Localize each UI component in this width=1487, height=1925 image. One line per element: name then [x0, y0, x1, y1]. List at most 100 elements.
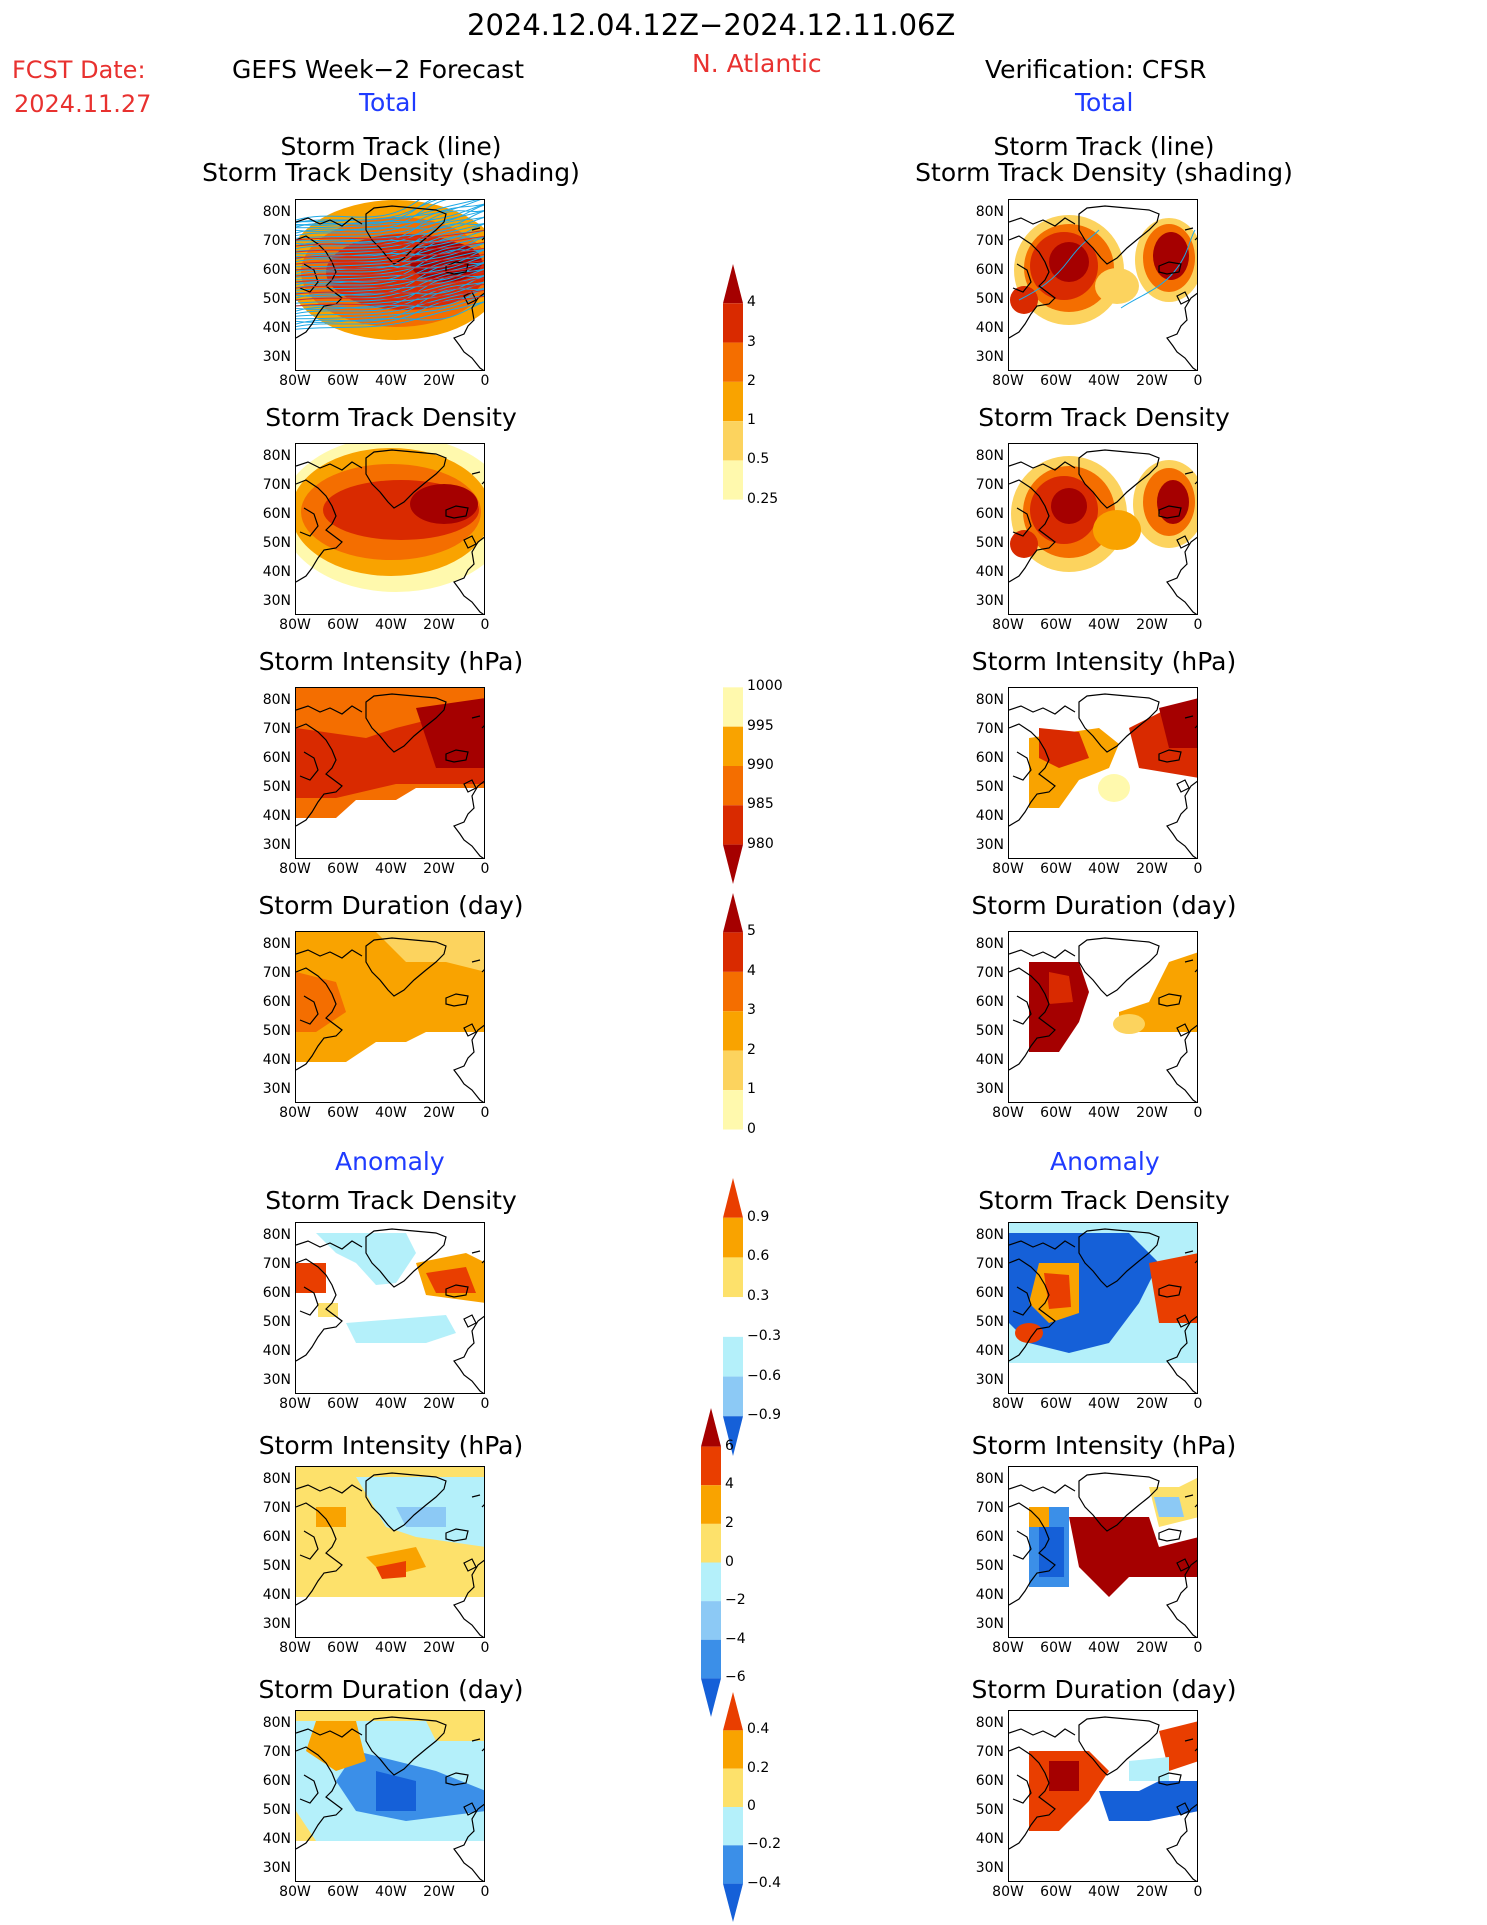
map-left-density-svg: [296, 444, 484, 614]
map-right-track-lon-label: 40W: [1088, 373, 1120, 389]
colorbar-density-swatch-0: [723, 264, 743, 304]
map-left-track-lat-label: 70N: [262, 233, 291, 249]
map-left-duration-anom-lon-label: 60W: [327, 1884, 359, 1900]
forecast-period: 2024.12.04.12Z−2024.12.11.06Z: [467, 8, 956, 42]
map-left-intensity-lon-label: 80W: [279, 861, 311, 877]
map-right-duration-coastline-2: [1009, 949, 1076, 959]
map-left-density-anom-lat-label: 70N: [262, 1256, 291, 1272]
map-left-duration-anom-coastline-3: [299, 1774, 319, 1804]
colorbar-intensity-anom-swatch-6: [701, 1639, 721, 1679]
map-left-track-redtrack-10: [296, 289, 484, 301]
map-right-intensity-anom-coastline-0: [1078, 1472, 1160, 1532]
map-left-density-anom-field-1: [346, 1315, 456, 1343]
panel2-left-title: Storm Track Density: [265, 403, 517, 432]
map-left-intensity-lat-label: 50N: [262, 779, 291, 795]
map-left-duration-lat-label: 50N: [262, 1023, 291, 1039]
map-left-density-anom-lat-label: 40N: [262, 1343, 291, 1359]
colorbar-density-swatch-5: [723, 460, 743, 500]
colorbar-duration-label: 4: [747, 962, 756, 979]
colorbar-duration-anom-swatch-5: [723, 1883, 743, 1922]
colorbar-intensity-anom-label: 0: [725, 1553, 734, 1570]
map-left-density-anom: [295, 1222, 485, 1394]
colorbar-intensity-swatch-4: [723, 805, 743, 845]
colorbar-density-anom-swatch-6: [723, 1416, 743, 1456]
map-right-intensity-coastline-3: [1012, 751, 1032, 781]
map-right-density-coastline-4: [1166, 536, 1197, 614]
colorbar-intensity-anom-label: −2: [725, 1592, 746, 1609]
colorbar-density-label: 0.5: [747, 451, 770, 468]
map-right-intensity-lat-label: 40N: [975, 808, 1004, 824]
map-right-density-anom-lat-label: 60N: [975, 1285, 1004, 1301]
colorbar-density-anom-label: 0.9: [747, 1208, 770, 1225]
map-right-duration-anom-lat-label: 50N: [975, 1802, 1004, 1818]
colorbar-duration-anom-label: 0.2: [747, 1759, 770, 1776]
map-left-duration-field-1: [376, 932, 484, 972]
map-right-intensity-anom-field-2: [1069, 1517, 1197, 1597]
map-right-duration-lat-label: 80N: [975, 936, 1004, 952]
map-right-density-anom-coastline-3: [1012, 1286, 1032, 1316]
map-left-density-anom-coastline-5: [463, 1314, 477, 1328]
map-right-duration-anom-coastline-4: [1166, 1803, 1197, 1881]
map-left-intensity-field-2: [416, 698, 484, 768]
map-left-density-anom-lon-label: 60W: [327, 1396, 359, 1412]
map-right-track-lat-label: 60N: [975, 262, 1004, 278]
colorbar-intensity-anom-swatch-3: [701, 1523, 721, 1563]
map-left-density-field-4: [410, 484, 478, 524]
map-right-track-coastline-7: [1184, 227, 1197, 241]
map-left-density-anom-coastline-6: [445, 1284, 469, 1298]
map-left-duration-lat-label: 40N: [262, 1052, 291, 1068]
map-left-intensity-anom-coastline-0: [365, 1472, 447, 1532]
colorbar-duration-label: 2: [747, 1041, 756, 1058]
map-left-track-track-42: [296, 301, 484, 330]
map-left-duration-coastline-2: [296, 949, 363, 959]
map-right-intensity-anom-lat-label: 30N: [975, 1616, 1004, 1632]
map-right-track-lat-label: 80N: [975, 204, 1004, 220]
colorbar-duration-swatch-1: [723, 932, 743, 972]
map-right-duration-lon-label: 60W: [1040, 1105, 1072, 1121]
colorbar-density-anom-swatch-3: [723, 1297, 743, 1337]
map-right-density-lat-label: 80N: [975, 448, 1004, 464]
map-right-track-lon-label: 60W: [1040, 373, 1072, 389]
map-right-density-anom-lat-label: 80N: [975, 1227, 1004, 1243]
map-left-intensity-anom-svg: [296, 1467, 484, 1637]
map-right-duration: [1008, 931, 1198, 1103]
panel4-left-title: Storm Duration (day): [258, 891, 524, 920]
map-left-track-redtrack-6: [296, 265, 484, 277]
map-left-track-track-41: [296, 294, 484, 328]
map-left-intensity-anom-field-2: [396, 1507, 446, 1527]
colorbar-intensity-label: 990: [747, 757, 774, 773]
colorbar-density-swatch-3: [723, 381, 743, 422]
map-right-intensity-coastline-1: [1009, 723, 1056, 827]
colorbar-duration-anom-label: −0.2: [747, 1836, 781, 1853]
map-right-duration-lon-label: 40W: [1088, 1105, 1120, 1121]
colorbar-density-anom-label: −0.3: [747, 1327, 781, 1344]
map-left-density-lat-label: 70N: [262, 477, 291, 493]
colorbar-density-swatch-6: [723, 499, 743, 539]
map-left-duration-field-0: [296, 932, 484, 1062]
map-right-duration-field-0: [1029, 962, 1089, 1052]
map-left-density-anom-svg: [296, 1228, 484, 1393]
region-label: N. Atlantic: [692, 49, 822, 78]
map-left-track-redtrack-7: [296, 271, 484, 283]
colorbar-intensity-swatch-5: [723, 844, 743, 884]
map-left-duration-lon-label: 40W: [375, 1105, 407, 1121]
map-right-intensity-anom-lat-label: 40N: [975, 1587, 1004, 1603]
map-left-intensity-anom-lon-label: 0: [480, 1640, 490, 1656]
map-left-intensity-coastline-0: [365, 693, 447, 753]
map-left-intensity-anom-lon-label: 80W: [279, 1640, 311, 1656]
map-right-intensity-lon-label: 20W: [1136, 861, 1168, 877]
panel1-right-title-b: Storm Track Density (shading): [915, 158, 1293, 187]
map-left-intensity-anom-lat-label: 40N: [262, 1587, 291, 1603]
map-right-density-anom-field-3: [1044, 1273, 1071, 1309]
colorbar-duration-anom-label: 0: [747, 1798, 756, 1814]
map-left-density-coastline-4: [453, 536, 484, 614]
map-right-duration-coastline-5: [1176, 1023, 1190, 1037]
map-left-density-anom-coastline-4: [453, 1315, 484, 1393]
map-right-density-svg: [1009, 449, 1197, 614]
map-right-duration-anom-lon-label: 20W: [1136, 1884, 1168, 1900]
colorbar-density: [723, 264, 743, 539]
map-left-track-lat-label: 80N: [262, 204, 291, 220]
map-right-intensity-anom-lon-label: 40W: [1088, 1640, 1120, 1656]
map-left-duration-coastline-3: [299, 995, 319, 1025]
map-right-track-coastline-5: [1176, 291, 1190, 305]
